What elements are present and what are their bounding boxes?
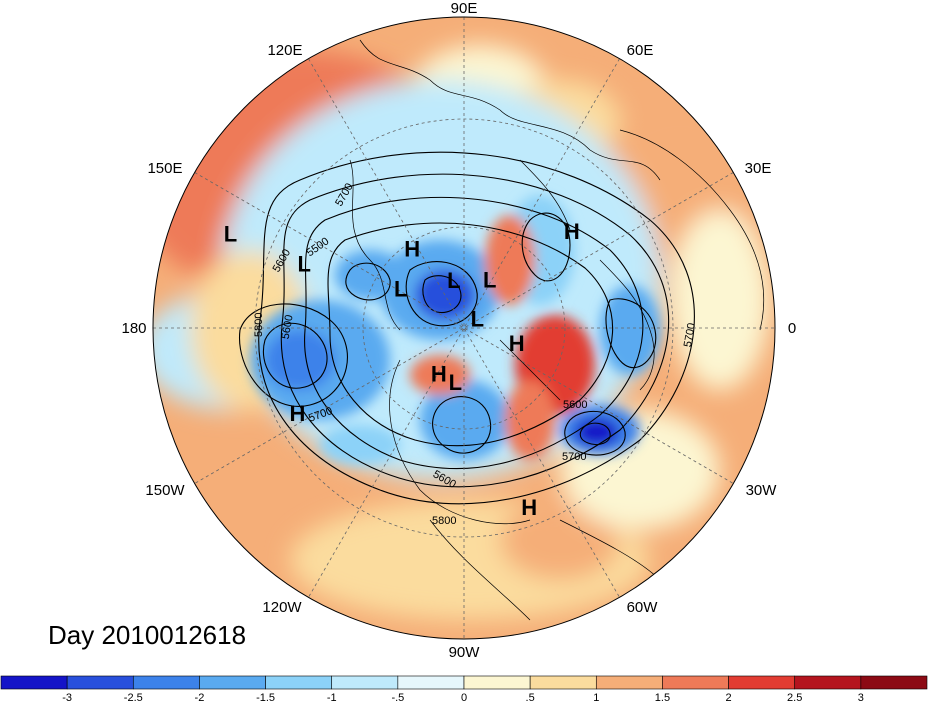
colorbar-tick-label: .5 [526, 692, 535, 702]
lon-label-30e: 30E [745, 160, 772, 177]
lon-label-150w: 150W [145, 482, 185, 499]
low-pressure-label: L [394, 276, 407, 301]
high-pressure-label: H [431, 362, 447, 387]
lat-lon-grid [153, 17, 775, 639]
anomaly-shading [153, 17, 775, 639]
low-pressure-label: L [449, 370, 462, 395]
contour-label: 5700 [682, 322, 698, 348]
high-pressure-label: H [521, 495, 537, 520]
colorbar-swatch [463, 675, 531, 690]
colorbar-swatch [397, 675, 465, 690]
colorbar-tick-label: -1 [327, 692, 337, 702]
colorbar-swatch [728, 675, 796, 690]
colorbar-tick-label: 0 [461, 692, 467, 702]
lon-label-60e: 60E [627, 42, 654, 59]
colorbar-swatch [529, 675, 597, 690]
lon-label-120e: 120E [267, 42, 302, 59]
lon-label-150e: 150E [147, 160, 182, 177]
high-pressure-label: H [509, 331, 525, 356]
colorbar: -3 -2.5 -2 -1.5 -1 -.5 0 .5 1 1.5 2 2.5 3 [0, 675, 928, 702]
colorbar-tick-label: 2 [726, 692, 732, 702]
colorbar-swatch [66, 675, 134, 690]
height-contours [239, 151, 695, 505]
high-pressure-label: H [290, 401, 306, 426]
colorbar-tick-label: -2.5 [124, 692, 143, 702]
low-pressure-label: L [447, 268, 460, 293]
lon-label-60w: 60W [627, 599, 659, 616]
lon-label-90e: 90E [451, 0, 478, 17]
colorbar-swatch [595, 675, 663, 690]
colorbar-swatch [794, 675, 862, 690]
colorbar-tick-label: -2 [195, 692, 205, 702]
contour-label: 5800 [432, 515, 456, 527]
colorbar-tick-label: 1 [593, 692, 599, 702]
colorbar-swatch [199, 675, 266, 690]
lon-label-0: 0 [788, 320, 796, 337]
high-pressure-label: H [564, 219, 580, 244]
map-boundary [152, 16, 776, 640]
colorbar-swatch [132, 675, 200, 690]
lon-label-120w: 120W [262, 599, 302, 616]
contour-label: 5600 [563, 399, 587, 411]
contour-label: 5700 [562, 451, 586, 463]
high-pressure-label: H [404, 236, 420, 261]
colorbar-swatch [0, 675, 68, 690]
colorbar-swatch [662, 675, 729, 690]
date-label: Day 2010012618 [48, 620, 247, 650]
colorbar-swatch [331, 675, 399, 690]
colorbar-tick-label: -1.5 [256, 692, 275, 702]
colorbar-tick-label: -3 [62, 692, 72, 702]
low-pressure-label: L [297, 251, 310, 276]
low-pressure-label: L [483, 268, 496, 293]
low-pressure-label: L [471, 307, 484, 332]
lon-label-30w: 30W [746, 482, 778, 499]
lon-label-180: 180 [121, 320, 146, 337]
colorbar-swatch [265, 675, 333, 690]
coastlines [349, 39, 765, 621]
colorbar-swatch [860, 675, 928, 690]
colorbar-tick-label: 2.5 [787, 692, 802, 702]
contour-label: 5800 [253, 313, 265, 337]
contour-label: 5600 [280, 314, 296, 340]
lon-label-90w: 90W [449, 644, 481, 661]
colorbar-tick-label: 3 [858, 692, 864, 702]
colorbar-tick-label: -.5 [391, 692, 404, 702]
longitude-labels: 90E 60E 30E 0 30W 60W 90W 120W 150W 180 … [121, 0, 796, 661]
low-pressure-label: L [224, 222, 237, 247]
colorbar-tick-label: 1.5 [655, 692, 670, 702]
